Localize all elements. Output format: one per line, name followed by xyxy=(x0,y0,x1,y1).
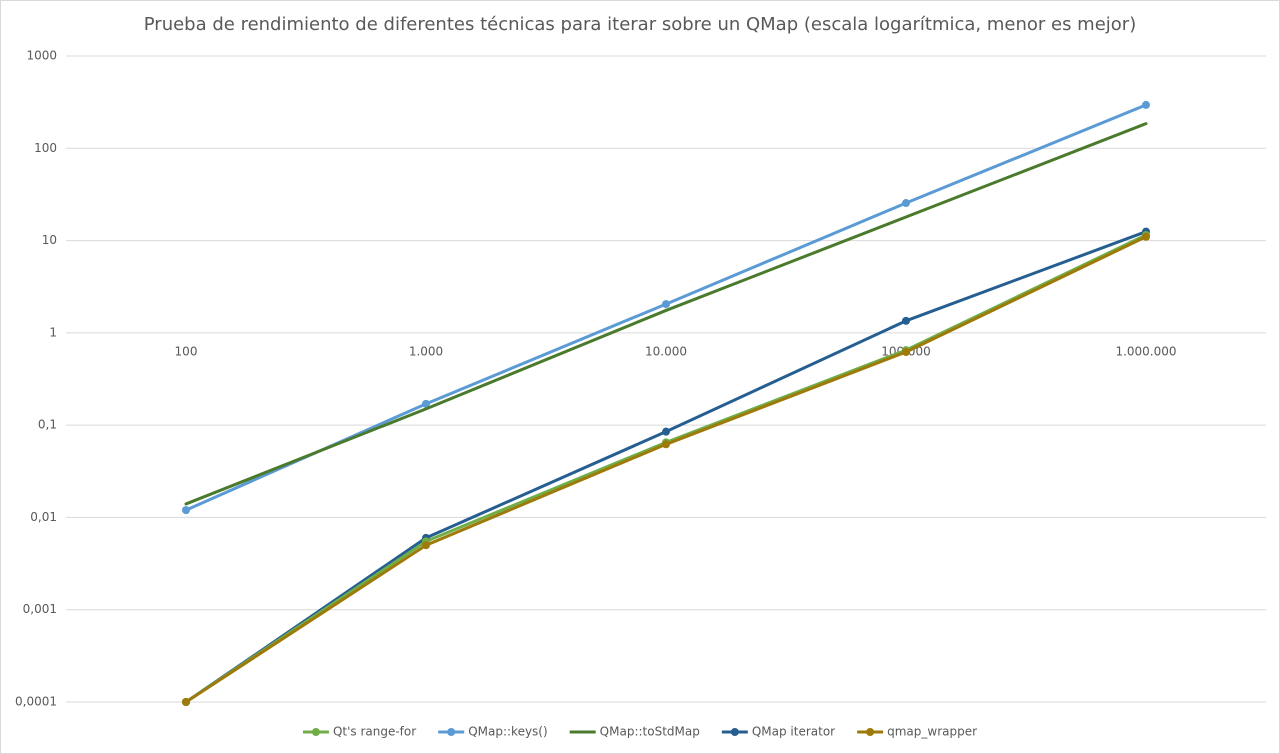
data-point xyxy=(902,348,910,357)
data-point xyxy=(902,199,910,208)
y-tick-label: 10 xyxy=(42,233,57,247)
data-point xyxy=(902,316,910,325)
y-tick-label: 0,1 xyxy=(38,418,57,432)
x-tick-label: 100 xyxy=(175,344,198,358)
data-point xyxy=(662,300,670,309)
data-point xyxy=(422,541,430,550)
x-tick-label: 10.000 xyxy=(645,344,687,358)
data-point xyxy=(1142,100,1150,109)
y-tick-label: 100 xyxy=(34,141,57,155)
y-tick-label: 1000 xyxy=(26,49,57,63)
y-tick-label: 0,01 xyxy=(30,510,57,524)
data-point xyxy=(182,506,190,515)
legend-marker xyxy=(730,728,739,736)
legend-label: Qt's range-for xyxy=(333,725,416,739)
chart-title: Prueba de rendimiento de diferentes técn… xyxy=(144,14,1136,35)
legend-marker xyxy=(311,728,320,736)
legend-marker xyxy=(447,728,456,736)
legend-label: QMap::keys() xyxy=(468,725,547,739)
legend-label: QMap::toStdMap xyxy=(600,725,700,739)
data-point xyxy=(182,698,190,706)
data-point xyxy=(1142,232,1150,241)
x-tick-label: 1.000.000 xyxy=(1115,344,1176,358)
legend-marker xyxy=(866,728,875,736)
y-tick-label: 1 xyxy=(49,325,57,339)
y-tick-label: 0,001 xyxy=(23,602,57,616)
x-tick-label: 1.000 xyxy=(409,344,443,358)
y-tick-label: 0,0001 xyxy=(15,695,57,709)
data-point xyxy=(422,399,430,408)
data-point xyxy=(662,440,670,449)
series-line xyxy=(184,122,1148,506)
data-point xyxy=(662,427,670,436)
legend-label: QMap iterator xyxy=(752,725,835,739)
legend-label: qmap_wrapper xyxy=(887,725,977,739)
